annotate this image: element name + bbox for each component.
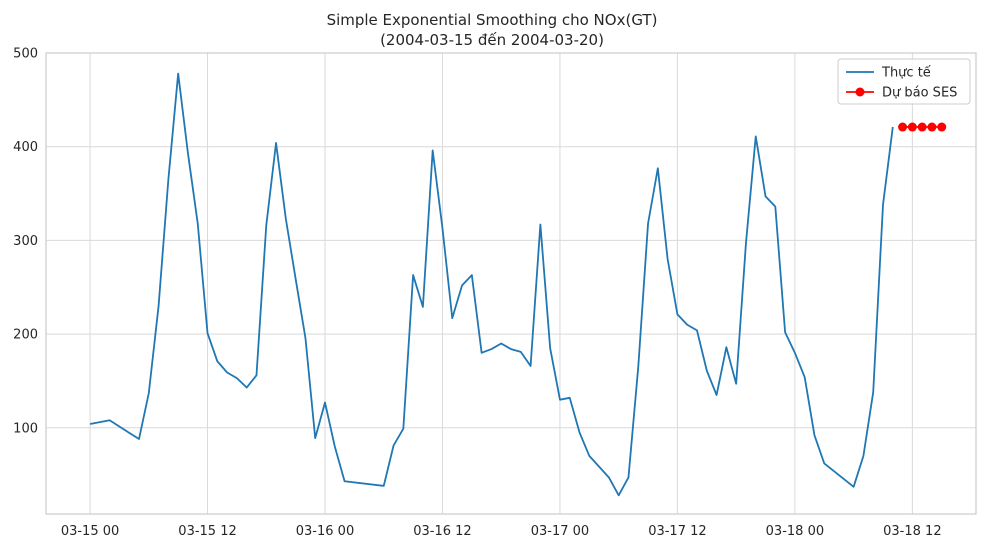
x-tick-label: 03-16 00 <box>296 524 354 539</box>
series-line-0 <box>89 72 894 497</box>
y-tick-label: 500 <box>13 47 38 62</box>
legend-label-forecast: Dự báo SES <box>882 86 957 101</box>
y-tick-label: 200 <box>13 328 38 343</box>
forecast-point <box>927 122 937 132</box>
tick-labels: 03-15 00 03-15 12 03-16 00 03-16 12 03-17 00… <box>13 47 941 540</box>
y-tick-label: 400 <box>13 140 38 155</box>
chart-title: Simple Exponential Smoothing cho NOx(GT) <box>327 11 658 29</box>
plot-frame <box>45 52 977 515</box>
forecast-point <box>917 122 927 132</box>
x-tick-label: 03-15 12 <box>178 524 236 539</box>
chart-subtitle: (2004-03-15 đến 2004-03-20) <box>380 31 604 49</box>
legend-marker-forecast <box>855 87 865 97</box>
legend: Thực tế Dự báo SES <box>837 58 971 105</box>
x-tick-label: 03-18 12 <box>883 524 941 539</box>
x-tick-label: 03-16 12 <box>413 524 471 539</box>
x-tick-label: 03-17 00 <box>531 524 589 539</box>
forecast-point <box>907 122 917 132</box>
y-tick-label: 100 <box>13 421 38 436</box>
series-group <box>89 72 947 497</box>
forecast-point <box>898 122 908 132</box>
x-tick-label: 03-18 00 <box>766 524 824 539</box>
grid <box>46 52 976 514</box>
x-tick-label: 03-15 00 <box>61 524 119 539</box>
x-tick-label: 03-17 12 <box>648 524 706 539</box>
legend-label-actual: Thực tế <box>881 66 931 81</box>
y-tick-label: 300 <box>13 234 38 249</box>
forecast-point <box>937 122 947 132</box>
